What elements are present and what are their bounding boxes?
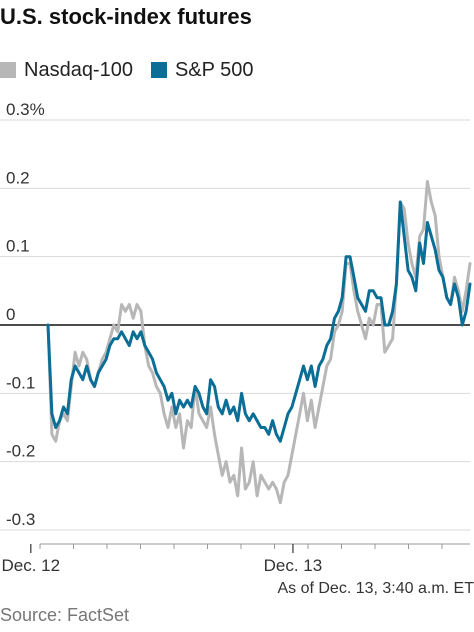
timestamp-note: As of Dec. 13, 3:40 a.m. ET bbox=[277, 580, 474, 597]
series-line-sp500 bbox=[46, 200, 472, 443]
y-tick-label: -0.2 bbox=[6, 442, 35, 461]
legend-item-nasdaq: Nasdaq-100 bbox=[0, 59, 133, 82]
legend-item-sp500: S&P 500 bbox=[150, 58, 254, 82]
line-chart: 0.3% 0.2 0.1 0 -0.1 -0.2 -0.3 Dec. 12 Dec. 13 bbox=[0, 100, 472, 575]
y-tick-label: 0.3% bbox=[6, 100, 45, 119]
y-tick-label: -0.1 bbox=[6, 373, 35, 392]
y-tick-label: -0.3 bbox=[6, 510, 35, 529]
legend-swatch-nasdaq bbox=[0, 62, 16, 78]
legend-label-sp500: S&P 500 bbox=[174, 58, 254, 81]
y-tick-label: 0 bbox=[6, 305, 15, 324]
series-lines bbox=[46, 180, 472, 505]
source-credit: Source: FactSet bbox=[0, 605, 130, 625]
legend-label-nasdaq: Nasdaq-100 bbox=[24, 58, 133, 81]
gridlines bbox=[0, 119, 470, 531]
y-tick-label: 0.2 bbox=[6, 168, 30, 187]
x-axis: Dec. 12 Dec. 13 bbox=[2, 543, 470, 575]
legend-swatch-sp500 bbox=[150, 62, 167, 78]
x-tick-label: Dec. 12 bbox=[2, 556, 61, 575]
chart-title: U.S. stock-index futures bbox=[0, 4, 252, 29]
x-tick-label: Dec. 13 bbox=[264, 556, 323, 575]
y-axis-labels: 0.3% 0.2 0.1 0 -0.1 -0.2 -0.3 bbox=[6, 100, 45, 529]
legend: Nasdaq-100 S&P 500 bbox=[0, 58, 272, 82]
y-tick-label: 0.1 bbox=[6, 237, 30, 256]
